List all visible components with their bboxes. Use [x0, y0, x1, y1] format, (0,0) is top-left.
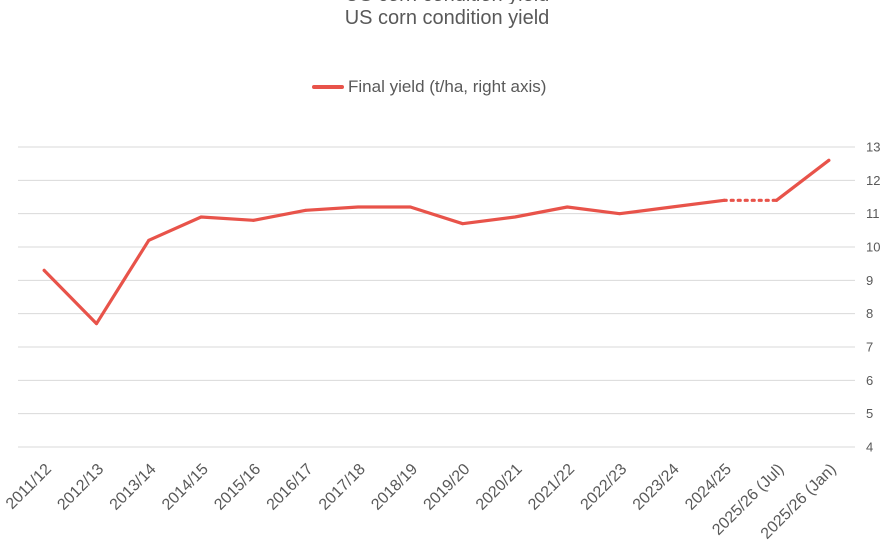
data-point	[618, 212, 622, 216]
y-tick-label: 9	[866, 273, 873, 288]
data-point	[356, 205, 360, 209]
x-tick-label: 2017/18	[316, 461, 369, 514]
data-point	[827, 158, 831, 162]
x-tick-label: 2011/12	[3, 461, 55, 513]
data-point	[94, 322, 98, 326]
data-point	[565, 205, 569, 209]
data-point	[513, 215, 517, 219]
data-point	[408, 205, 412, 209]
data-point	[722, 198, 726, 202]
data-point	[251, 218, 255, 222]
y-tick-label: 12	[866, 173, 880, 188]
chart-title: US corn condition yield	[344, 7, 550, 29]
data-point	[304, 208, 308, 212]
x-tick-label: 2015/16	[211, 461, 264, 514]
x-tick-label: 2013/14	[107, 461, 160, 514]
x-tick-label: 2019/20	[421, 461, 474, 514]
x-tick-label: 2022/23	[577, 461, 630, 514]
series-line-actual	[42, 198, 726, 326]
data-point	[147, 238, 151, 242]
x-tick-label: 2023/24	[630, 461, 683, 514]
legend: Final yield (t/ha, right axis)	[312, 77, 546, 97]
x-tick-label: 2014/15	[159, 461, 212, 514]
y-tick-label: 8	[866, 306, 873, 321]
x-tick-label: 2012/13	[54, 461, 107, 514]
data-point	[42, 268, 46, 272]
data-point	[775, 198, 779, 202]
y-tick-label: 4	[866, 440, 873, 455]
y-tick-label: 5	[866, 406, 873, 421]
legend-label: Final yield (t/ha, right axis)	[348, 77, 547, 96]
x-tick-label: 2016/17	[264, 461, 317, 514]
y-tick-label: 10	[866, 240, 880, 255]
series-line-forecast	[774, 158, 831, 202]
data-point	[199, 215, 203, 219]
title-overflow-text: US corn condition yield	[0, 0, 894, 4]
x-tick-label: 2021/22	[525, 461, 578, 514]
legend-swatch-line	[312, 85, 344, 89]
y-tick-label: 6	[866, 373, 873, 388]
y-tick-label: 11	[866, 206, 880, 221]
data-point	[670, 205, 674, 209]
y-tick-label: 7	[866, 340, 873, 355]
x-tick-label: 2020/21	[473, 461, 526, 514]
x-tick-label: 2018/19	[368, 461, 421, 514]
y-tick-label: 13	[866, 140, 880, 155]
x-tick-label: 2024/25	[682, 461, 735, 514]
data-point	[461, 222, 465, 226]
